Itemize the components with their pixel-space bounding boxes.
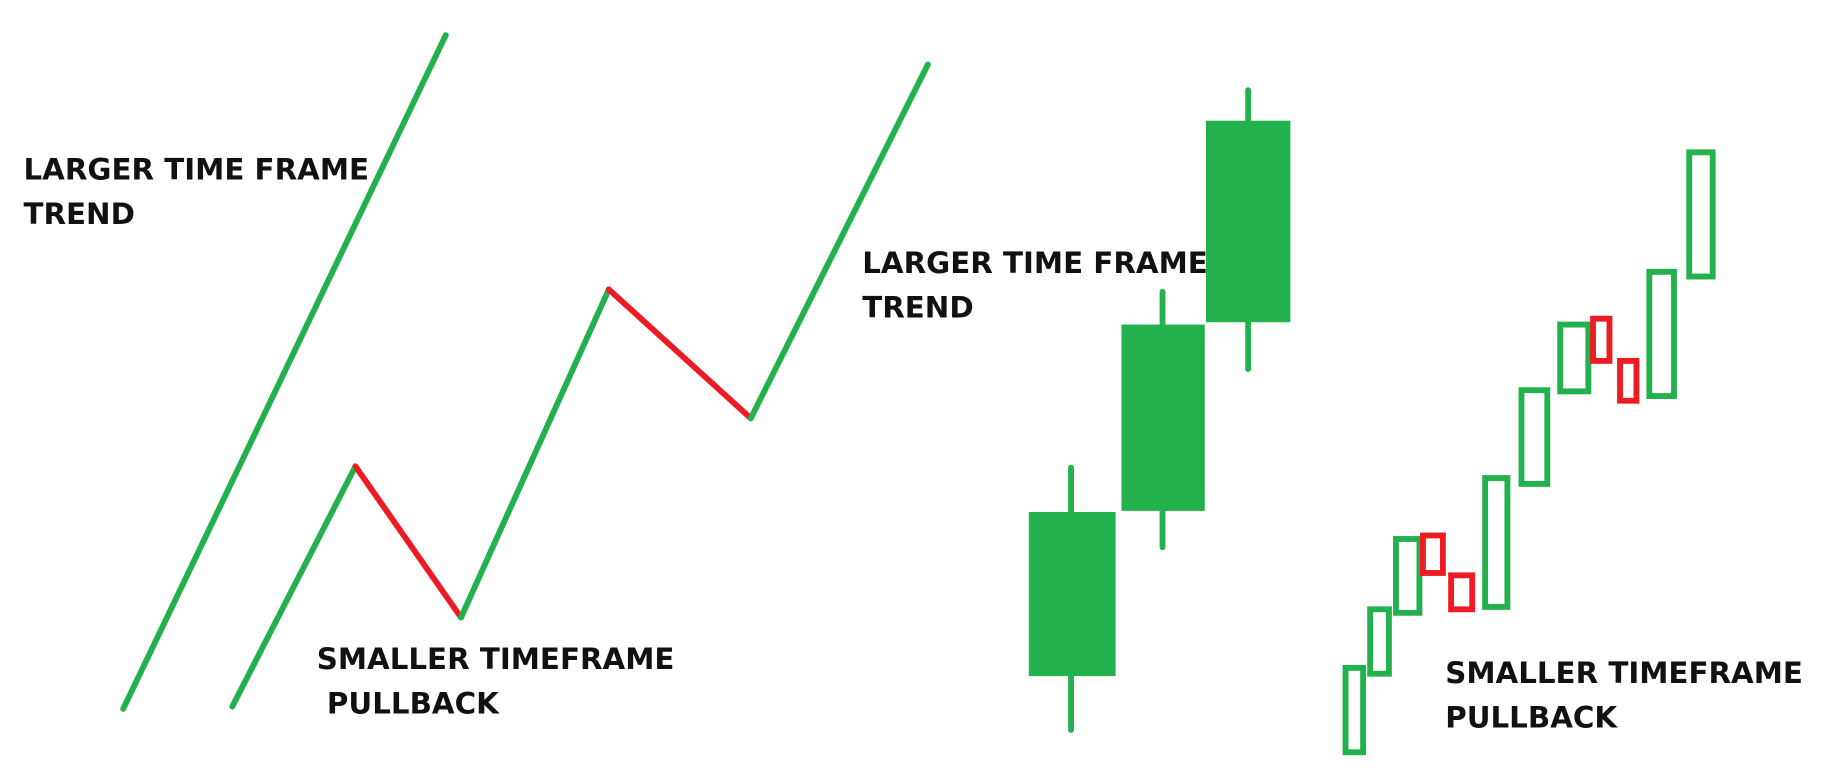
- label: SMALLER TIMEFRAME: [317, 642, 675, 676]
- candle-body: [1205, 120, 1291, 323]
- label: PULLBACK: [317, 687, 500, 721]
- label: LARGER TIME FRAME: [23, 152, 369, 186]
- trend-line: [120, 32, 449, 712]
- pullback-leg: [352, 463, 464, 621]
- label: LARGER TIME FRAME: [862, 246, 1208, 280]
- candle: [1393, 536, 1423, 616]
- up-leg: [747, 61, 931, 422]
- candle: [1367, 606, 1392, 677]
- pullback-leg: [605, 286, 754, 422]
- up-leg: [229, 463, 359, 710]
- candle-body: [1028, 512, 1116, 677]
- small-candles: [1342, 149, 1716, 756]
- candle: [1448, 572, 1476, 613]
- up-leg: [458, 286, 612, 621]
- candle: [1686, 149, 1716, 280]
- candle: [1342, 664, 1367, 756]
- label: PULLBACK: [1445, 701, 1618, 735]
- candle: [1590, 315, 1613, 364]
- label: TREND: [23, 197, 134, 231]
- candle: [1518, 387, 1551, 487]
- large-candles: [1028, 87, 1291, 733]
- label: SMALLER TIMEFRAME: [1445, 656, 1803, 690]
- zigzag-diagram: [120, 32, 931, 712]
- candle: [1420, 532, 1446, 576]
- candle: [1557, 321, 1592, 395]
- candle: [1482, 475, 1511, 610]
- candle: [1646, 268, 1677, 399]
- candle: [1617, 357, 1640, 404]
- label: TREND: [862, 291, 973, 325]
- candle-body: [1121, 324, 1205, 511]
